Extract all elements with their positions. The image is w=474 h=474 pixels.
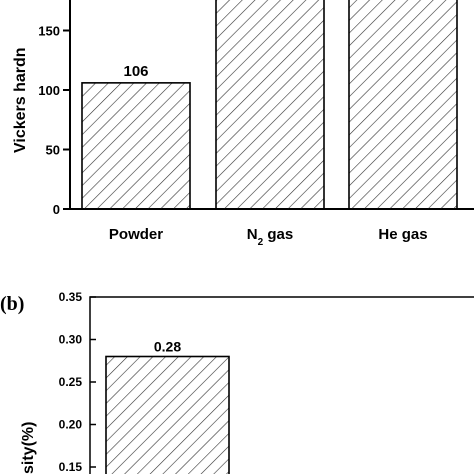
- y-tick-label: 0.35: [59, 290, 83, 304]
- panel-b-label: (b): [0, 293, 24, 315]
- panel-a-y-axis-label: Vickers hardn: [12, 47, 29, 153]
- panel-b-plot-frame: [89, 296, 474, 474]
- panel-a-bars: [81, 0, 458, 210]
- y-tick-label: 0: [53, 202, 60, 217]
- panel-a-y-ticks: 0 50 100 150: [38, 24, 70, 217]
- data-label: 106: [123, 63, 148, 80]
- bar: [348, 0, 458, 210]
- y-tick-label: 0.20: [59, 418, 83, 432]
- panel-b-porosity-chart: (b) 0.15 0.20 0.25 0.30 0.35 0.28 sity(%): [0, 290, 474, 474]
- y-tick-label: 50: [46, 143, 60, 158]
- panel-b-bars: [105, 355, 230, 474]
- bar: [81, 82, 191, 210]
- y-tick-label: 0.30: [59, 333, 83, 347]
- bar: [105, 355, 230, 474]
- y-tick-label: 100: [38, 83, 60, 98]
- panel-b-data-labels: 0.28: [154, 339, 181, 355]
- panel-a-data-labels: 106: [123, 63, 148, 80]
- bar: [215, 0, 325, 210]
- category-label: Powder: [109, 226, 163, 243]
- y-tick-label: 0.15: [59, 460, 83, 474]
- panel-b-y-ticks: 0.15 0.20 0.25 0.30 0.35: [59, 290, 96, 474]
- category-label: He gas: [378, 226, 427, 243]
- panel-a-hardness-chart: 0 50 100 150 106 Powder N2 gas He gas Vickers…: [12, 0, 474, 248]
- panel-a-category-labels: Powder N2 gas He gas: [109, 226, 428, 248]
- panel-b-y-axis-label: sity(%): [20, 422, 37, 474]
- category-label: N2 gas: [247, 226, 293, 248]
- y-tick-label: 150: [38, 24, 60, 39]
- data-label: 0.28: [154, 339, 181, 355]
- y-tick-label: 0.25: [59, 375, 83, 389]
